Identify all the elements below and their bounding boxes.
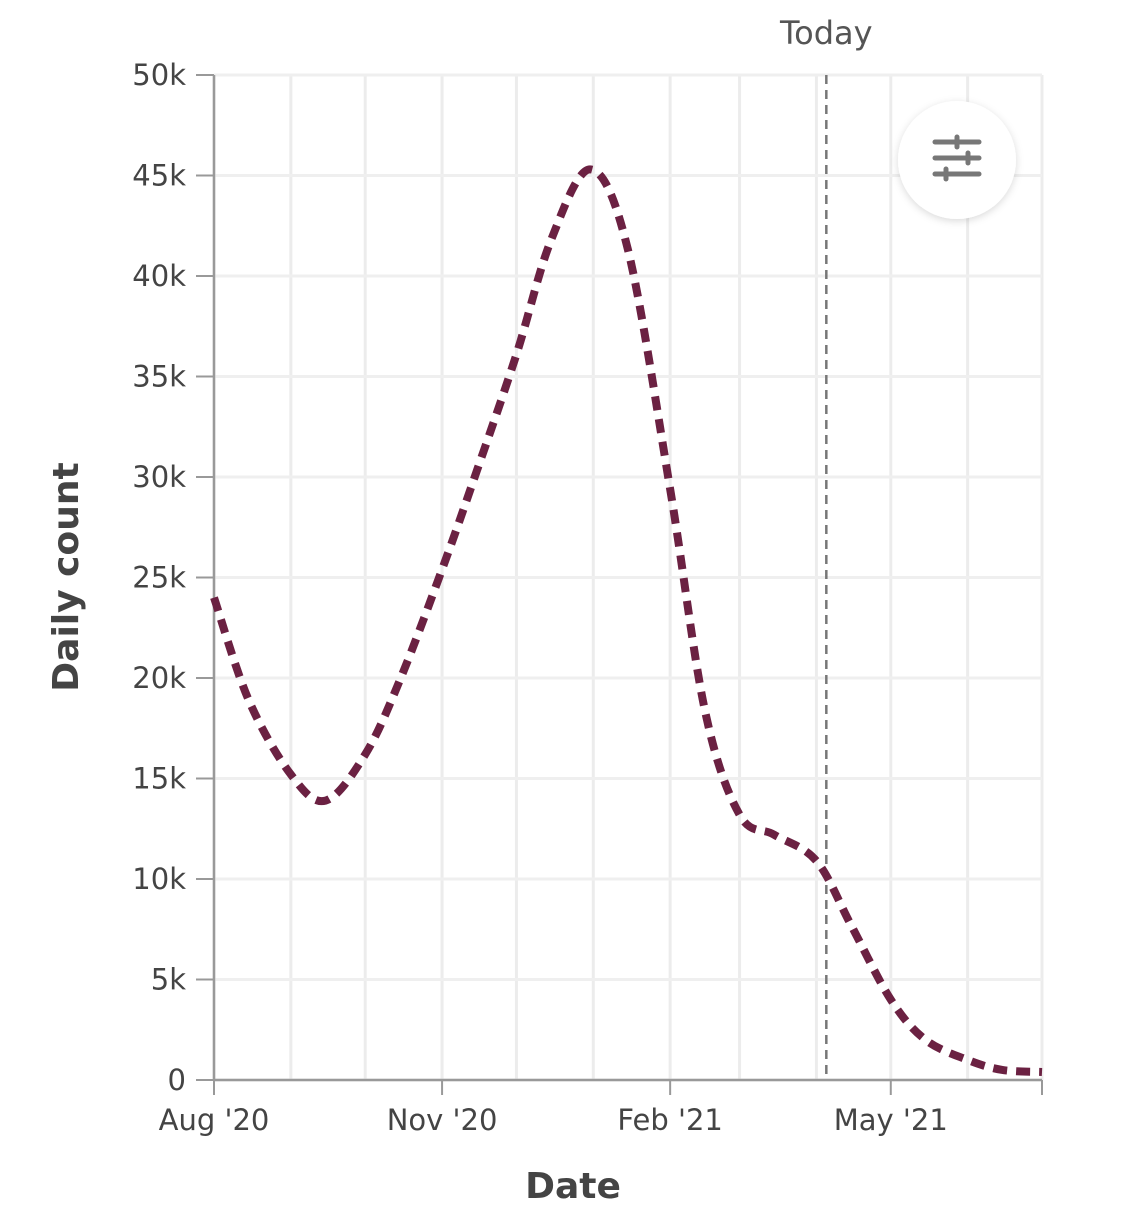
y-tick-label: 30k [132,460,186,494]
today-marker: Today [779,14,873,1080]
y-tick-label: 20k [132,661,186,695]
x-tick-label: Feb '21 [617,1103,722,1137]
y-tick-label: 45k [132,159,186,193]
y-tick-label: 25k [132,561,186,595]
y-tick-label: 15k [132,762,186,796]
y-tick-label: 10k [132,862,186,896]
sliders-icon [932,134,982,182]
y-tick-label: 0 [168,1063,186,1097]
y-axis-title: Daily count [46,462,87,691]
axes: 0 5k 10k 15k 20k 25k 30k 35k 40k 45k 50k Aug '20 Nov… [132,58,1043,1137]
y-tick-label: 50k [132,58,186,92]
grid [212,73,1044,1082]
x-tick-label: Nov '20 [387,1103,498,1137]
x-tick-label: May '21 [834,1103,948,1137]
x-axis-title: Date [525,1166,621,1207]
y-tick-label: 5k [151,963,186,997]
series-line [210,165,1043,1076]
y-tick-label: 35k [132,360,186,394]
today-label: Today [779,14,873,52]
x-tick-label: Aug '20 [159,1103,270,1137]
y-tick-label: 40k [132,259,186,293]
settings-button[interactable] [898,101,1016,219]
